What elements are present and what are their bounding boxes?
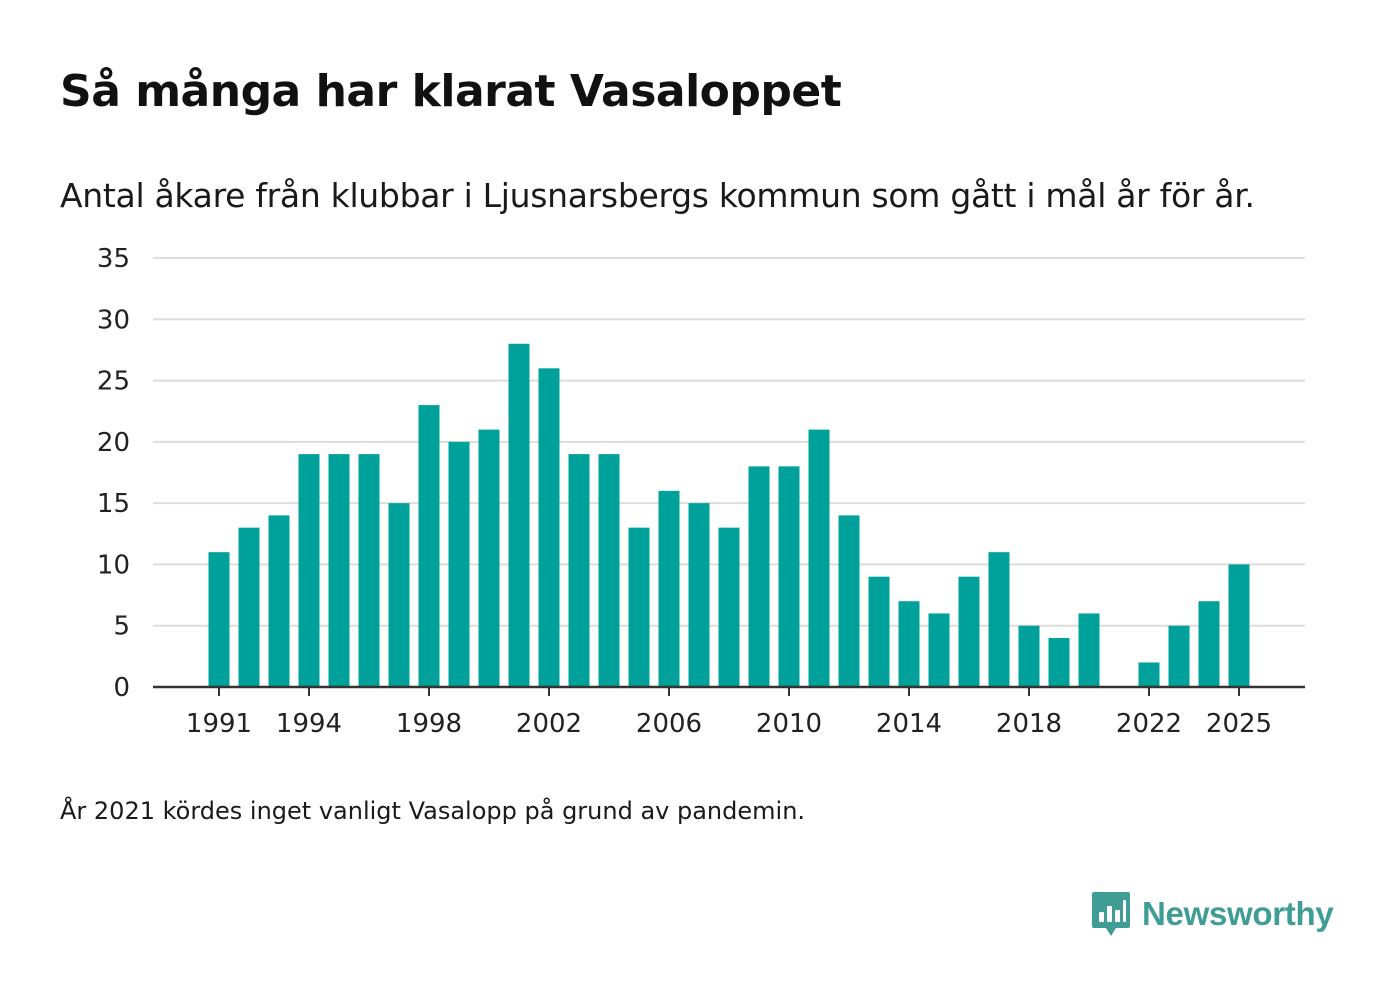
- y-tick-label-15: 15: [97, 489, 130, 519]
- y-tick-label-30: 30: [97, 305, 130, 335]
- x-tick-label-1991: 1991: [186, 709, 252, 739]
- newsworthy-logo-icon: [1092, 892, 1130, 936]
- chart-footnote: År 2021 kördes inget vanligt Vasalopp på…: [60, 797, 806, 825]
- y-tick-label-10: 10: [97, 550, 130, 580]
- chart-subtitle: Antal åkare från klubbar i Ljusnarsbergs…: [60, 176, 1255, 215]
- bar-1998: [418, 405, 440, 687]
- x-tick-label-1998: 1998: [396, 709, 462, 739]
- bar-1999: [448, 441, 470, 687]
- bar-2024: [1198, 601, 1220, 687]
- bar-2019: [1048, 637, 1070, 687]
- bar-1997: [388, 503, 410, 687]
- bar-2023: [1168, 625, 1190, 687]
- chart-title: Så många har klarat Vasaloppet: [60, 66, 842, 117]
- newsworthy-brand[interactable]: Newsworthy: [1090, 890, 1334, 938]
- x-tick-label-2010: 2010: [756, 709, 822, 739]
- bar-1992: [238, 527, 260, 687]
- bar-2015: [928, 613, 950, 687]
- bar-1991: [208, 552, 230, 687]
- bar-2012: [838, 515, 860, 687]
- y-tick-label-0: 0: [113, 673, 130, 703]
- x-tick-label-2018: 2018: [996, 709, 1062, 739]
- bar-2006: [658, 490, 680, 687]
- x-tick-label-2014: 2014: [876, 709, 942, 739]
- x-tick-label-2006: 2006: [636, 709, 702, 739]
- bar-2017: [988, 552, 1010, 687]
- x-tick-label-2022: 2022: [1116, 709, 1182, 739]
- bar-2010: [778, 466, 800, 687]
- bar-1993: [268, 515, 290, 687]
- bar-2005: [628, 527, 650, 687]
- y-tick-label-20: 20: [97, 428, 130, 458]
- bar-2025: [1228, 564, 1250, 687]
- x-tick-label-2002: 2002: [516, 709, 582, 739]
- bar-2002: [538, 368, 560, 687]
- bar-2000: [478, 429, 500, 687]
- bar-1994: [298, 454, 320, 687]
- bar-2007: [688, 503, 710, 687]
- bar-2020: [1078, 613, 1100, 687]
- y-tick-label-25: 25: [97, 367, 130, 397]
- y-tick-label-5: 5: [113, 612, 130, 642]
- bar-2009: [748, 466, 770, 687]
- bar-2013: [868, 576, 890, 687]
- brand-name: Newsworthy: [1142, 895, 1334, 932]
- bar-2014: [898, 601, 920, 687]
- bar-2001: [508, 343, 530, 687]
- bar-2008: [718, 527, 740, 687]
- x-tick-label-2025: 2025: [1206, 709, 1272, 739]
- bar-2004: [598, 454, 620, 687]
- bar-2018: [1018, 625, 1040, 687]
- bar-1996: [358, 454, 380, 687]
- y-tick-label-35: 35: [97, 244, 130, 274]
- bar-2022: [1138, 662, 1160, 687]
- bar-1995: [328, 454, 350, 687]
- bar-2016: [958, 576, 980, 687]
- bar-2011: [808, 429, 830, 687]
- x-tick-label-1994: 1994: [276, 709, 342, 739]
- bar-2003: [568, 454, 590, 687]
